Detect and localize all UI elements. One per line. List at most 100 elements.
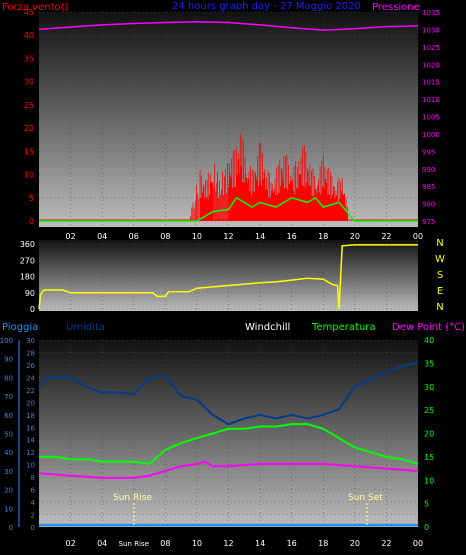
x-tick-label: 14 (255, 539, 265, 548)
pressure-axis-ticks: 975 980 985 990 995 1000 1005 1010 1015 1020 1025 1… (422, 9, 440, 226)
rain-tick-label: 4 (31, 499, 36, 507)
temperature-tick-label: 40 (424, 336, 434, 345)
humidity-tick-label: 50 (4, 431, 13, 439)
pressure-tick-label: 980 (422, 201, 435, 209)
dewpoint-line (38, 460, 419, 479)
pressure-tick-label: 1020 (422, 61, 440, 69)
rain-tick-label: 16 (26, 424, 35, 432)
rain-tick-label: 14 (26, 437, 35, 445)
pressure-tick-label: 1025 (422, 44, 440, 52)
direction-tick-label: 90 (25, 289, 35, 298)
direction-axis-ticks: 0 90 180 270 360 (20, 240, 35, 314)
wind-tick-label: 10 (24, 171, 34, 180)
rain-tick-label: 12 (26, 449, 35, 457)
pressure-tick-label: 1015 (422, 79, 440, 87)
rain-axis-title: Pioggia (2, 322, 38, 333)
temperature-plot-area (39, 340, 418, 527)
x-tick-label: 12 (223, 232, 233, 241)
x-tick-label: 18 (318, 232, 328, 241)
pressure-tick-label: 985 (422, 183, 435, 191)
x-tick-label: 10 (192, 232, 202, 241)
wind-pressure-series (38, 21, 419, 222)
pressure-tick-label: 990 (422, 166, 435, 174)
temperature-tick-label: 25 (424, 406, 434, 415)
wind-tick-label: 20 (24, 124, 34, 133)
rain-tick-label: 18 (26, 412, 35, 420)
compass-label: S (437, 270, 443, 281)
sun-markers: Sun Rise Sun Set (113, 493, 383, 527)
x-tick-label: 00 (413, 232, 423, 241)
x-tick-label: 04 (97, 232, 107, 241)
compass-label: N (436, 238, 443, 249)
rain-tick-label: 0 (31, 524, 35, 532)
x-tick-label: 22 (381, 539, 391, 548)
humidity-tick-label: 0 (9, 524, 13, 532)
compass-label: E (437, 286, 443, 297)
wind-tick-label: 25 (24, 101, 34, 110)
wind-tick-label: 35 (24, 54, 34, 63)
x-tick-label: 14 (255, 232, 265, 241)
compass-label: N (436, 302, 443, 313)
x-tick-label: 20 (350, 232, 360, 241)
rain-tick-label: 10 (26, 462, 35, 470)
x-tick-label: 16 (287, 539, 297, 548)
sun-rise-axis-label: Sun Rise (119, 540, 149, 548)
direction-tick-label: 270 (20, 256, 35, 265)
rain-tick-label: 24 (26, 374, 35, 382)
pressure-tick-label: 995 (422, 148, 435, 156)
wind-tick-label: 15 (24, 147, 34, 156)
humidity-axis-title: Umidita (66, 322, 105, 333)
temperature-axis-title: Temperatura (311, 322, 376, 333)
pressure-tick-label: 1005 (422, 114, 440, 122)
windchill-label: Windchill (245, 322, 290, 333)
x-tick-label: 00 (413, 539, 423, 548)
compass-label: W (435, 254, 445, 265)
bottom-x-axis-ticks: 02 04 08 10 12 14 16 18 20 22 00 Sun Rise (65, 539, 423, 548)
x-tick-label: 04 (97, 539, 107, 548)
rain-tick-label: 8 (31, 474, 35, 482)
dewpoint-axis-title: Dew Point (°C) (392, 322, 465, 333)
pressure-line (38, 21, 419, 31)
temperature-tick-label: 10 (424, 476, 434, 485)
rain-tick-label: 6 (31, 487, 36, 495)
temperature-tick-label: 5 (424, 500, 429, 509)
x-tick-label: 02 (65, 232, 75, 241)
rain-tick-label: 2 (31, 512, 35, 520)
direction-tick-label: 180 (20, 273, 35, 282)
temperature-series (38, 361, 419, 527)
humidity-tick-label: 20 (4, 487, 13, 495)
direction-tick-label: 360 (20, 240, 35, 249)
temperature-tick-label: 0 (424, 523, 429, 532)
rain-tick-label: 30 (26, 337, 35, 345)
temperature-axis-ticks: 0 5 10 15 20 25 30 35 40 (424, 336, 434, 532)
humidity-tick-label: 10 (4, 505, 13, 513)
humidity-tick-label: 80 (4, 374, 13, 382)
x-tick-label: 10 (192, 539, 202, 548)
wind-average-line (39, 196, 418, 222)
pressure-tick-label: 1010 (422, 96, 440, 104)
pressure-axis-title: Pressione (372, 2, 420, 13)
top-x-axis-ticks: 02 04 06 08 10 12 14 16 18 20 22 00 (65, 232, 423, 241)
wind-tick-label: 30 (24, 78, 34, 87)
wind-tick-label: 0 (29, 217, 34, 226)
chart-title: 24 hours graph day - 27 Maggio 2020 (172, 1, 361, 12)
x-tick-label: 02 (65, 539, 75, 548)
wind-axis-title: Forza vento() (2, 2, 69, 13)
direction-series (38, 244, 418, 310)
wind-tick-label: 45 (24, 8, 34, 17)
wind-axis-ticks: 0 5 10 15 20 25 30 35 40 45 (24, 8, 34, 226)
direction-tick-label: 0 (30, 305, 35, 314)
humidity-axis-ticks: 0 10 20 30 40 50 60 70 80 90 100 (0, 337, 13, 532)
temperature-tick-label: 20 (424, 430, 434, 439)
rain-tick-label: 26 (26, 362, 35, 370)
x-tick-label: 22 (381, 232, 391, 241)
temperature-tick-label: 15 (424, 453, 434, 462)
x-tick-label: 12 (223, 539, 233, 548)
wind-tick-label: 40 (24, 31, 34, 40)
humidity-tick-label: 90 (4, 356, 13, 364)
humidity-tick-label: 40 (4, 449, 13, 457)
sun-rise-label: Sun Rise (113, 493, 152, 503)
pressure-tick-label: 1035 (422, 9, 440, 17)
direction-line (38, 244, 418, 310)
